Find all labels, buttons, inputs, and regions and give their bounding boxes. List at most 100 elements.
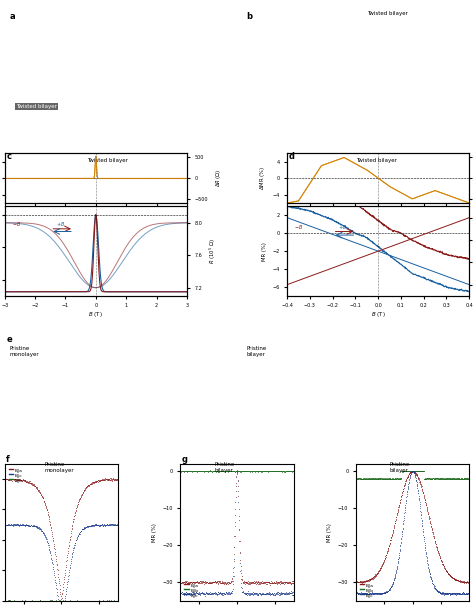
Point — [422, 545, 429, 555]
Point — [352, 473, 360, 483]
Point — [79, 596, 87, 606]
Point — [47, 595, 55, 605]
Point — [359, 577, 367, 587]
Point — [201, 466, 209, 476]
Point — [429, 529, 437, 538]
Point — [359, 577, 366, 587]
Point — [233, 467, 240, 476]
Point — [439, 560, 447, 569]
Point — [397, 473, 405, 483]
Point — [40, 596, 48, 606]
Point — [53, 560, 61, 569]
Point — [248, 578, 256, 588]
Point — [26, 596, 34, 606]
Point — [465, 473, 473, 483]
Point — [419, 466, 427, 476]
Point — [353, 588, 361, 597]
Point — [106, 475, 113, 485]
Point — [218, 588, 225, 598]
Point — [431, 473, 438, 483]
Point — [361, 473, 369, 483]
Point — [91, 596, 99, 606]
Point — [206, 578, 214, 588]
Point — [29, 596, 37, 606]
Point — [16, 520, 24, 530]
Point — [184, 589, 191, 599]
Point — [254, 590, 261, 600]
Point — [388, 581, 396, 591]
Point — [9, 596, 16, 606]
Point — [6, 596, 13, 606]
Point — [15, 521, 22, 531]
Point — [447, 571, 454, 580]
Point — [269, 578, 276, 588]
Point — [359, 473, 366, 483]
Point — [440, 474, 447, 484]
Point — [449, 473, 456, 483]
Point — [406, 469, 413, 478]
Point — [38, 596, 46, 606]
Point — [31, 521, 39, 531]
Point — [283, 578, 291, 588]
Point — [64, 548, 72, 558]
Point — [453, 473, 460, 483]
Point — [424, 507, 432, 517]
Point — [40, 596, 48, 606]
Point — [65, 565, 73, 575]
Point — [388, 580, 396, 589]
Point — [418, 484, 426, 494]
Point — [374, 568, 382, 577]
Point — [253, 466, 260, 476]
Point — [212, 466, 220, 476]
Point — [234, 469, 241, 478]
Point — [428, 578, 436, 588]
Point — [445, 474, 453, 484]
Point — [211, 576, 219, 586]
Point — [414, 467, 422, 476]
Point — [397, 492, 405, 502]
Point — [184, 589, 191, 599]
Point — [354, 577, 361, 586]
Point — [455, 474, 463, 484]
Point — [449, 573, 457, 583]
Point — [93, 596, 101, 606]
Point — [435, 474, 443, 484]
Point — [264, 589, 272, 599]
Point — [464, 589, 471, 599]
Point — [285, 577, 292, 587]
Point — [103, 474, 111, 484]
Point — [369, 474, 377, 484]
Point — [221, 466, 229, 476]
Point — [224, 577, 231, 587]
Point — [103, 520, 110, 529]
Point — [180, 577, 187, 587]
Point — [358, 473, 366, 483]
Point — [356, 473, 364, 483]
Point — [430, 580, 438, 590]
Point — [227, 588, 235, 598]
Point — [195, 466, 202, 475]
Point — [246, 589, 254, 599]
Point — [379, 474, 386, 484]
Point — [365, 589, 372, 599]
Point — [283, 589, 290, 599]
Point — [410, 466, 418, 476]
Point — [425, 511, 432, 521]
Point — [421, 497, 429, 507]
Point — [238, 466, 246, 476]
Point — [442, 588, 449, 598]
Point — [445, 569, 452, 578]
Point — [422, 474, 430, 484]
Point — [23, 596, 30, 606]
Point — [1, 520, 9, 529]
Point — [401, 503, 409, 513]
Point — [94, 596, 101, 606]
Point — [7, 520, 14, 530]
Point — [464, 473, 471, 483]
Point — [461, 589, 468, 599]
Point — [222, 589, 229, 599]
Point — [444, 474, 451, 484]
Point — [7, 474, 15, 484]
Point — [274, 588, 282, 597]
Point — [209, 467, 216, 477]
